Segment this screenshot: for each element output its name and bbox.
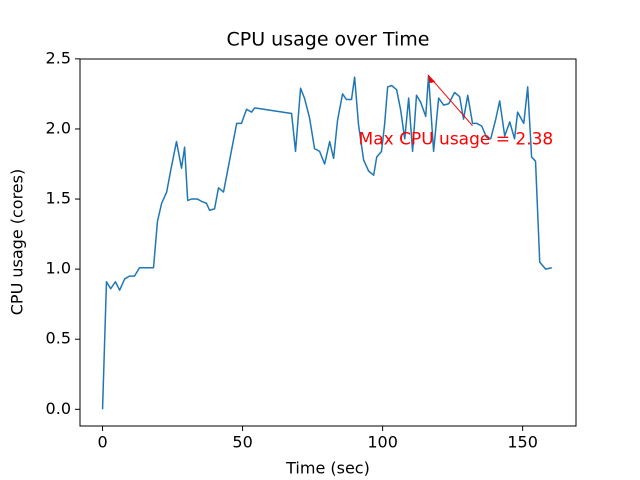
y-axis-label: CPU usage (cores)	[8, 169, 27, 315]
y-tick-label: 1.5	[46, 189, 71, 208]
x-tick-label: 50	[232, 433, 252, 452]
chart-title: CPU usage over Time	[227, 29, 430, 51]
x-tick-label: 150	[507, 433, 538, 452]
y-tick-label: 0.0	[46, 399, 71, 418]
x-tick-label: 100	[367, 433, 398, 452]
y-tick-label: 2.5	[46, 48, 71, 67]
y-tick-label: 2.0	[46, 118, 71, 137]
y-tick-label: 1.0	[46, 259, 71, 278]
x-tick-label: 0	[97, 433, 107, 452]
x-axis-label: Time (sec)	[285, 459, 370, 478]
y-tick-label: 0.5	[46, 329, 71, 348]
annotation-text: Max CPU usage = 2.38	[359, 130, 554, 150]
plot-frame	[79, 58, 577, 427]
annotation-arrow	[428, 75, 473, 127]
annotation-arrowhead	[427, 74, 436, 84]
data-line	[101, 74, 552, 410]
